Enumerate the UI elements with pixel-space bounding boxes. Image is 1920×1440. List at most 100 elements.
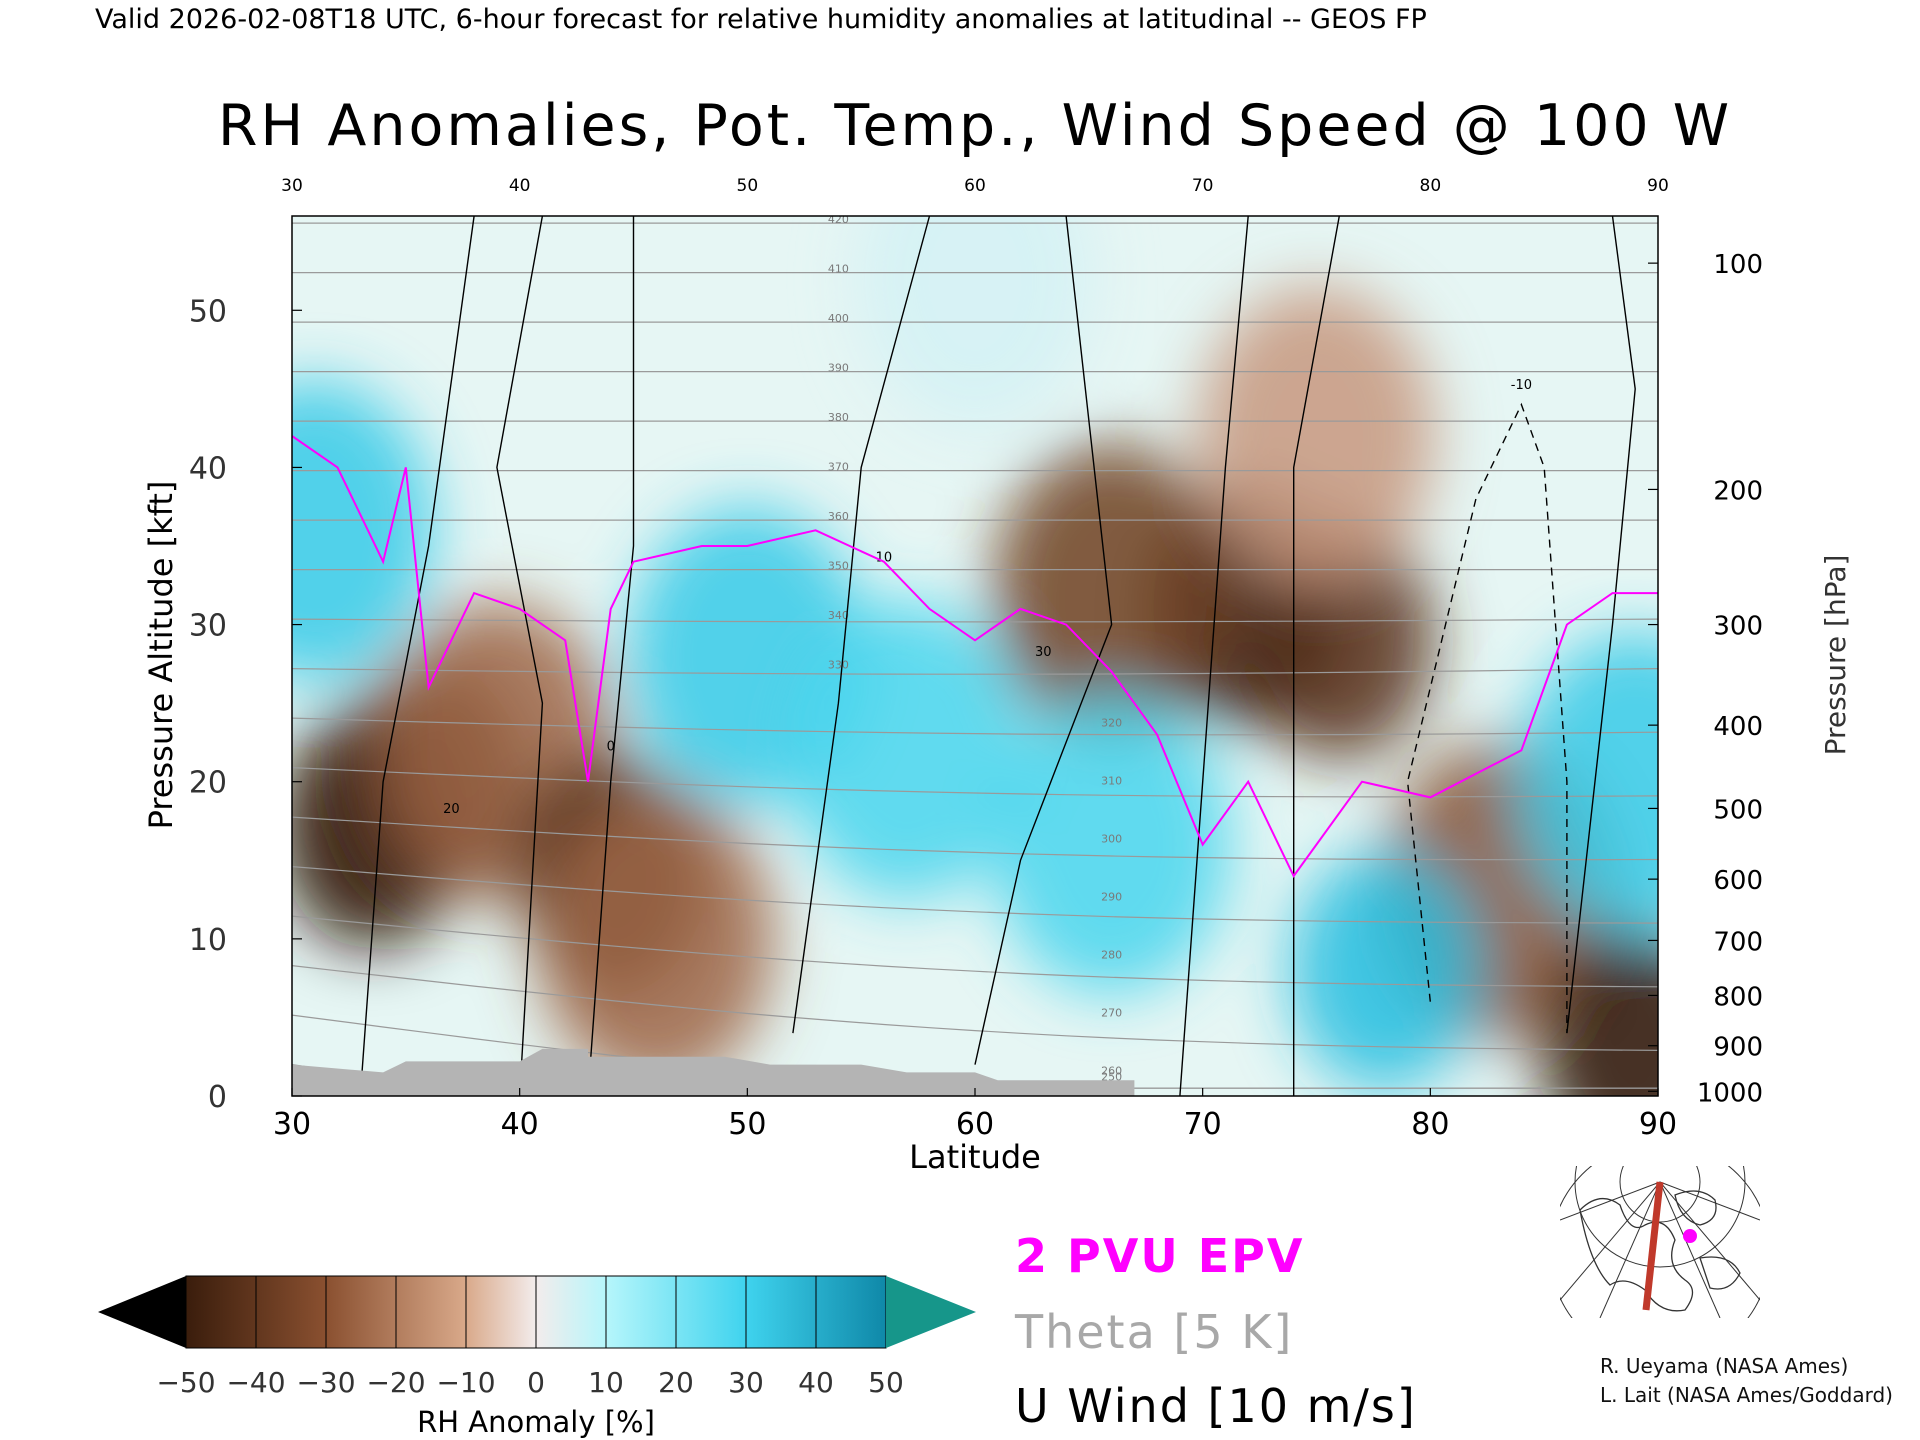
x-tick-label: 70 [1184,1107,1222,1142]
theta-contour-label: 370 [828,461,849,474]
wind-contour-label: 30 [1035,645,1052,660]
rh-colorbar: −50 −40 −30 −20 −10 0 10 20 30 40 50 RH Anomaly [%… [98,1275,976,1439]
y-tick-label: 20 [189,766,227,801]
theta-contour-label: 290 [1101,891,1122,904]
pressure-axis-ticks: 100 200 300 400 500 600 700 800 900 1000 [1648,250,1763,1108]
rh-anomaly-cell [1289,850,1480,1091]
colorbar-tick-label: 30 [728,1366,764,1399]
colorbar-tick-label: −30 [296,1366,355,1399]
locator-map [1560,1166,1760,1318]
y-tick-label: 10 [189,923,227,958]
rh-anomaly-cell [1516,631,1658,932]
x-axis-ticks: 30 30 40 40 50 50 60 60 70 70 80 80 90 90 [273,176,1677,1142]
theta-contour-label: 410 [828,263,849,276]
colorbar-tick-label: −10 [436,1366,495,1399]
theta-isentrope [292,866,1658,924]
u-wind-contours: -10 0 10 20 30 [359,216,1636,1096]
colorbar-ticks: −50 −40 −30 −20 −10 0 10 20 30 40 50 [156,1276,904,1399]
wind-contour [974,216,1113,1065]
x-tick-label: 60 [956,1107,994,1142]
x-top-tick-label: 30 [281,176,303,196]
credit-line-1: R. Ueyama (NASA Ames) [1600,1354,1848,1378]
terrain-mask [292,1048,1135,1096]
theta-contour-label: 330 [828,659,849,672]
colorbar-tick-label: 40 [798,1366,834,1399]
x-top-tick-label: 70 [1192,176,1214,196]
colorbar-tick-label: 20 [658,1366,694,1399]
theta-contour-label: 270 [1101,1006,1122,1019]
colorbar-tick-label: 0 [527,1366,545,1399]
plot-area: 2502602702802903003103203303403503603703… [189,176,1763,1142]
wind-contour [587,216,635,1096]
pressure-tick-label: 300 [1713,612,1763,642]
theta-contour-label: 260 [1101,1064,1122,1077]
theta-contour-label: 390 [828,362,849,375]
y-tick-label: 50 [189,294,227,329]
colorbar-title: RH Anomaly [%] [417,1405,655,1439]
rh-anomaly-cell [992,443,1231,744]
wind-contour [1566,216,1636,1034]
wind-contour [1292,216,1340,1096]
chart-title: RH Anomalies, Pot. Temp., Wind Speed @ 1… [218,93,1732,159]
y-axis-ticks: 0 10 20 30 40 50 [189,294,302,1115]
theta-contour-label: 250 [1101,1070,1122,1083]
epv-2pvu-contour [292,435,1658,878]
theta-contour-label: 310 [1101,775,1122,788]
pressure-tick-label: 500 [1713,795,1763,825]
y-tick-label: 30 [189,609,227,644]
pressure-tick-label: 200 [1713,476,1763,506]
pressure-tick-label: 900 [1713,1033,1763,1063]
wind-contour-label: 10 [876,551,893,566]
wind-contour [496,216,544,1096]
wind-contour-label: -10 [1511,378,1532,393]
epv-legend-label: 2 PVU EPV [1015,1229,1304,1283]
colorbar-low-arrow [98,1276,186,1348]
rh-anomaly-cell [1540,928,1658,1096]
x-top-tick-label: 50 [737,176,759,196]
valid-time-caption: Valid 2026-02-08T18 UTC, 6-hour forecast… [95,4,1427,35]
credit-line-2: L. Lait (NASA Ames/Goddard) [1600,1383,1893,1407]
colorbar-tick-label: −50 [156,1366,215,1399]
colorbar-tick-label: 50 [868,1366,904,1399]
colorbar-tick-label: −20 [366,1366,425,1399]
x-top-tick-label: 80 [1420,176,1442,196]
rh-anomaly-cell [1197,286,1436,586]
map-section-track [1642,1181,1664,1311]
wind-contour-label: 0 [607,739,615,754]
wind-contour [792,216,931,1034]
x-axis-title: Latitude [909,1138,1041,1176]
x-top-tick-label: 60 [964,176,986,196]
theta-isentrope [292,816,1658,861]
theta-isentrope [292,717,1658,736]
colorbar-tick-label: −40 [226,1366,285,1399]
wind-legend-label: U Wind [10 m/s] [1015,1379,1417,1433]
colorbar-high-arrow [886,1276,976,1348]
rh-anomaly-cell [856,216,1094,429]
x-top-tick-label: 40 [509,176,531,196]
rh-anomaly-field [292,216,1658,1096]
theta-isentrope [292,668,1658,675]
theta-contour-label: 400 [828,312,849,325]
x-tick-label: 40 [501,1107,539,1142]
theta-contour-label: 380 [828,411,849,424]
rh-anomaly-cell [537,788,776,1089]
pressure-tick-label: 100 [1713,250,1763,280]
terrain-fill [292,1048,1135,1096]
rh-anomaly-cell [292,380,434,681]
y-tick-label: 0 [208,1080,227,1115]
wind-contour-label: 20 [443,802,460,817]
wind-contour-negative [1406,402,1568,1034]
x-top-tick-label: 90 [1647,176,1669,196]
x-tick-label: 30 [273,1107,311,1142]
theta-legend-label: Theta [5 K] [1014,1305,1293,1359]
wind-contour [1179,216,1249,1096]
y-tick-label: 40 [189,451,227,486]
pressure-tick-label: 700 [1713,927,1763,957]
colorbar-tick-label: 10 [588,1366,624,1399]
theta-contour-label: 300 [1101,833,1122,846]
theta-contour-label: 360 [828,510,849,523]
theta-contour-label: 340 [828,609,849,622]
wind-contour [359,216,475,1096]
x-tick-label: 50 [728,1107,766,1142]
